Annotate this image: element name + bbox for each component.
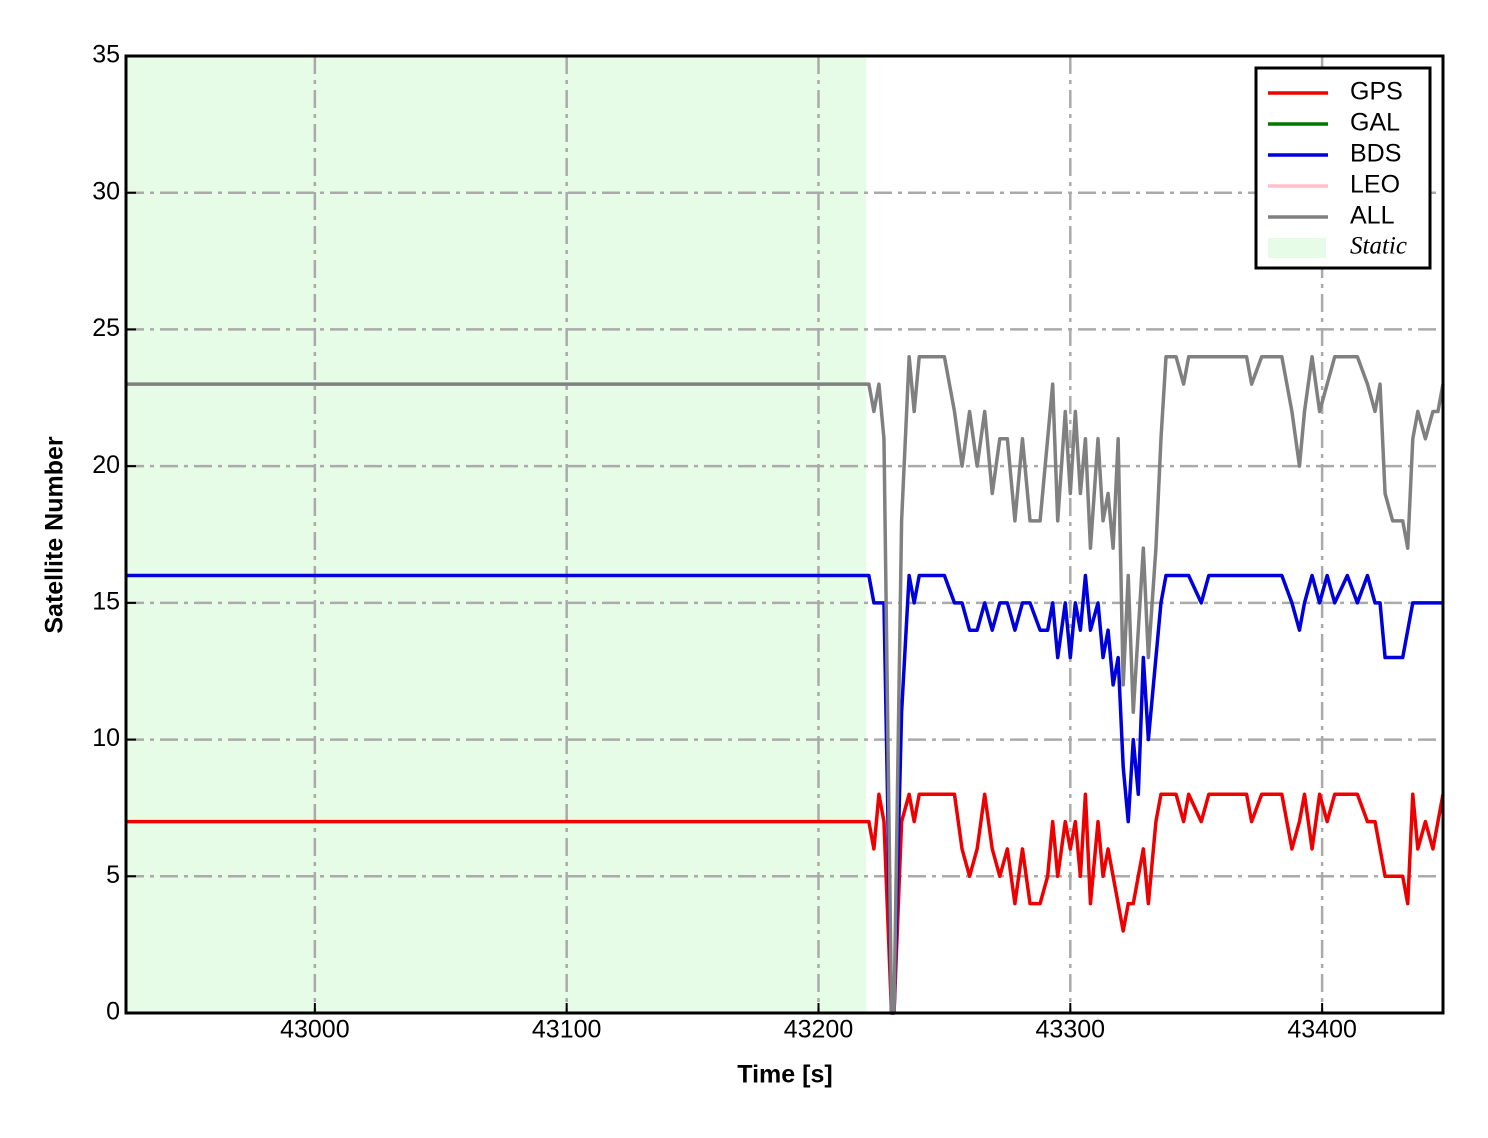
legend-label: GAL	[1350, 109, 1400, 137]
y-tick-label: 35	[92, 41, 120, 69]
series-line	[126, 355, 1445, 1015]
y-axis-label: Satellite Number	[41, 436, 69, 634]
legend-label: ALL	[1350, 202, 1395, 230]
static-region	[126, 56, 867, 1013]
legend-label: BDS	[1350, 140, 1401, 168]
legend-label: GPS	[1350, 78, 1403, 106]
legend-swatch	[1268, 238, 1326, 258]
y-tick-label: 20	[92, 451, 120, 479]
x-tick-label: 43100	[532, 1016, 602, 1044]
y-tick-label: 25	[92, 314, 120, 342]
series-line	[126, 573, 1443, 1015]
x-tick-label: 43000	[280, 1016, 350, 1044]
y-tick-label: 15	[92, 587, 120, 615]
series-line	[126, 792, 1445, 1015]
x-tick-label: 43300	[1036, 1016, 1106, 1044]
y-tick-label: 5	[106, 861, 120, 889]
x-tick-label: 43200	[784, 1016, 854, 1044]
plot-frame	[124, 54, 1445, 1015]
y-tick-label: 0	[106, 998, 120, 1026]
x-axis-label: Time [s]	[737, 1061, 832, 1089]
x-tick-label: 43400	[1287, 1016, 1357, 1044]
legend-label: LEO	[1350, 171, 1400, 199]
y-tick-label: 30	[92, 177, 120, 205]
legend-label: Static	[1350, 233, 1407, 260]
legend-box	[1254, 66, 1432, 270]
y-tick-label: 10	[92, 724, 120, 752]
